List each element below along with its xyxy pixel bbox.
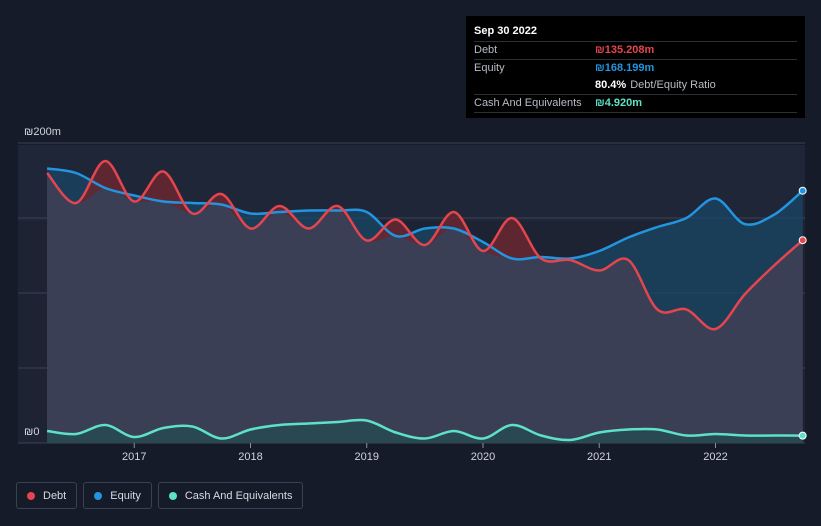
tooltip-ratio-label	[474, 77, 595, 94]
legend-label-debt: Debt	[43, 489, 67, 502]
tooltip-debt-label: Debt	[474, 44, 498, 56]
cash-line	[46, 418, 803, 442]
series-lines	[46, 159, 804, 442]
debt-endpoint	[798, 236, 807, 245]
equity-endpoint	[798, 186, 807, 195]
x-tick-label-1: 2018	[238, 451, 262, 463]
tooltip-equity-value: ₪168.199m	[595, 62, 655, 74]
x-axis: 2017 2018 2019 2020 2021 2022	[122, 443, 728, 463]
tooltip-row-debt: Debt ₪135.208m	[474, 41, 797, 59]
x-tick-label-2: 2019	[355, 451, 379, 463]
debt-line	[46, 159, 804, 331]
x-tick-label-0: 2017	[122, 451, 146, 463]
tooltip-equity-label: Equity	[474, 62, 505, 74]
tooltip-date: Sep 30 2022	[474, 25, 537, 37]
legend-item-cash[interactable]: Cash And Equivalents	[157, 482, 304, 509]
legend-dot-equity	[94, 491, 103, 500]
legend-label-cash: Cash And Equivalents	[184, 489, 293, 502]
x-tick-label-4: 2021	[587, 451, 611, 463]
y-tick-label-top: ₪200m	[24, 126, 61, 138]
tooltip-ratio-suffix: Debt/Equity Ratio	[630, 79, 716, 91]
series-areas	[47, 160, 803, 443]
chart-legend: Debt Equity Cash And Equivalents	[16, 482, 304, 509]
y-tick-label-bottom: ₪0	[24, 426, 39, 438]
cash-endpoint	[798, 431, 807, 440]
legend-dot-debt	[27, 491, 35, 500]
x-tick-label-3: 2020	[471, 451, 495, 463]
equity-line	[46, 167, 804, 261]
tooltip-ratio-value: 80.4%	[595, 79, 627, 91]
legend-label-equity: Equity	[110, 489, 141, 502]
overlap-area	[47, 173, 803, 443]
tooltip-row-ratio: 80.4% Debt/Equity Ratio	[474, 77, 797, 94]
data-tooltip: Sep 30 2022 Debt ₪135.208m Equity ₪168.1…	[466, 16, 805, 118]
legend-item-debt[interactable]: Debt	[16, 482, 78, 509]
x-tick-label-5: 2022	[703, 451, 727, 463]
tooltip-cash-value: ₪4.920m	[595, 97, 643, 109]
tooltip-row-cash: Cash And Equivalents ₪4.920m	[474, 94, 797, 113]
cash-area	[47, 419, 803, 443]
tooltip-cash-label: Cash And Equivalents	[474, 97, 582, 109]
tooltip-row-equity: Equity ₪168.199m	[474, 59, 797, 77]
legend-dot-cash	[168, 491, 177, 500]
tooltip-debt-value: ₪135.208m	[595, 44, 655, 56]
legend-item-equity[interactable]: Equity	[83, 482, 152, 509]
series-endpoints	[798, 186, 807, 440]
